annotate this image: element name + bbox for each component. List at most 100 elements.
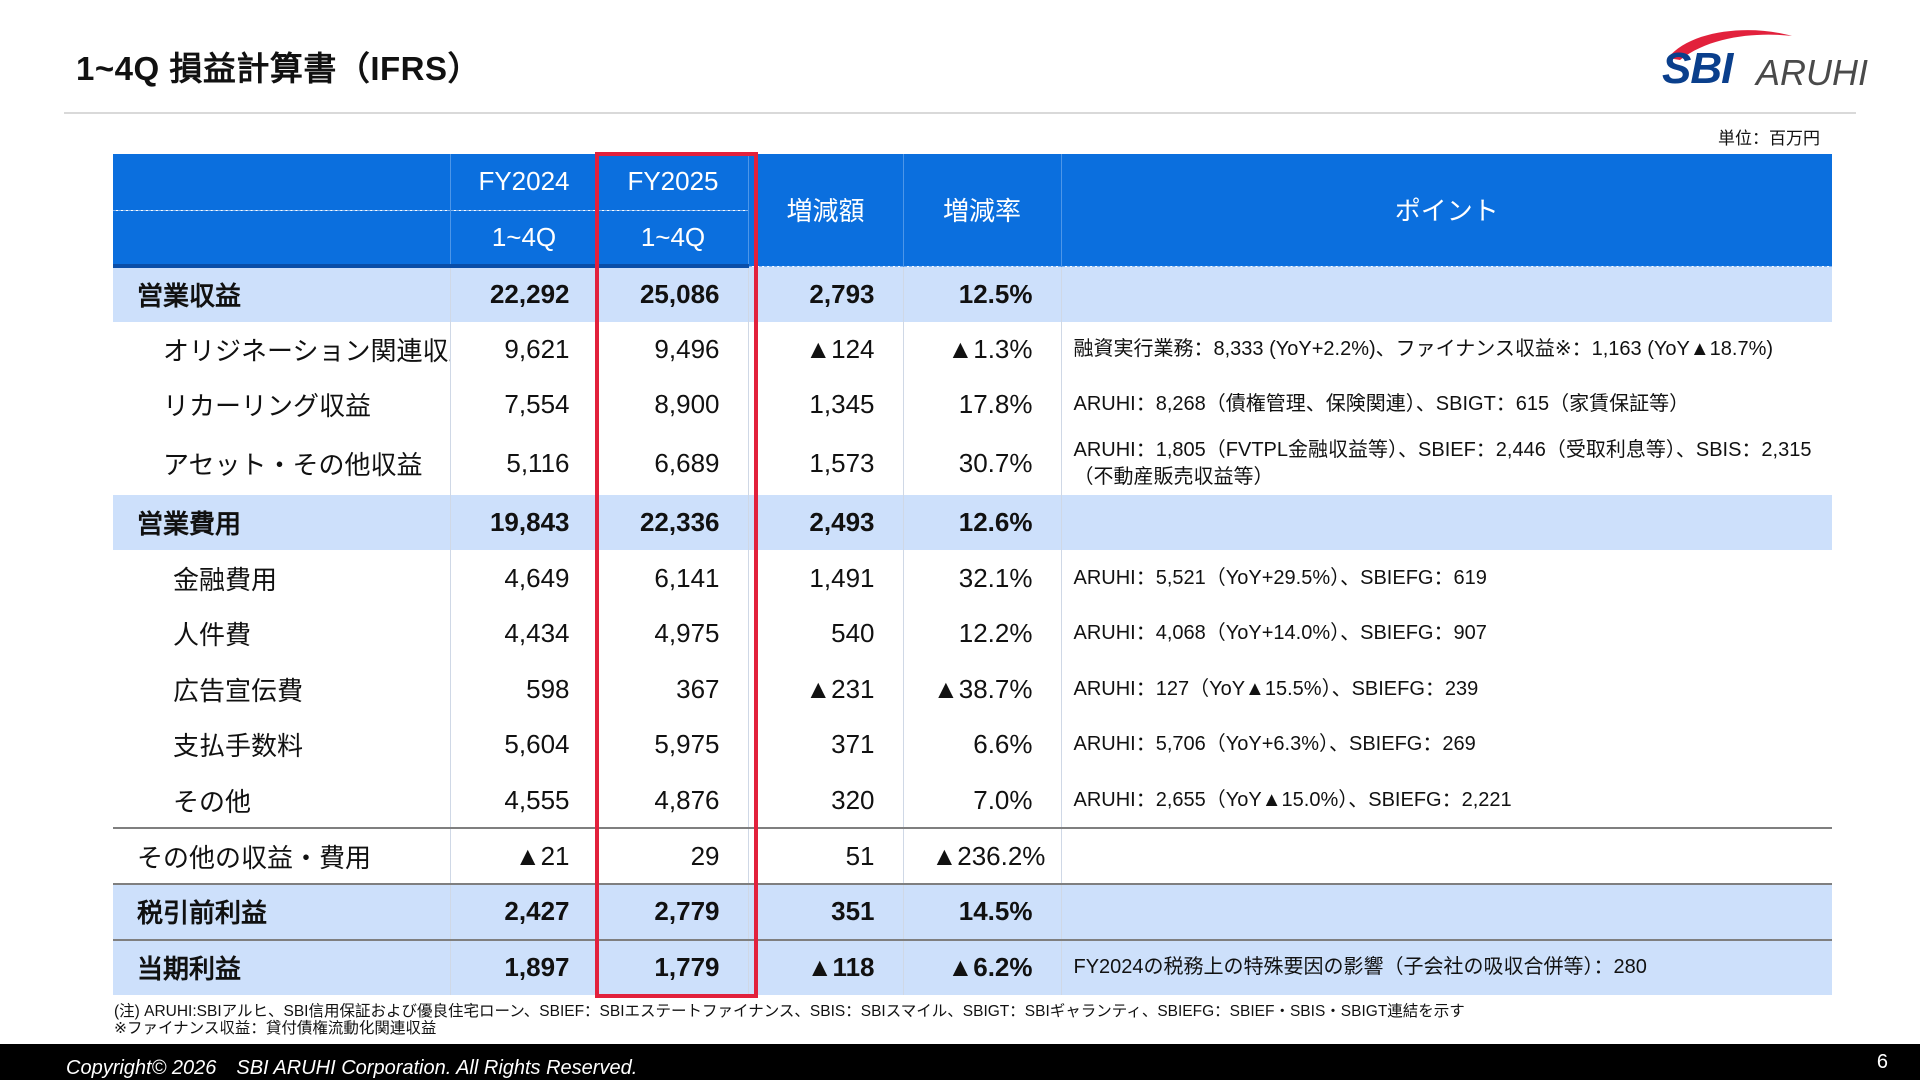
cell-fy2025: 367 <box>597 661 748 718</box>
cell-fy2025: 4,975 <box>597 605 748 662</box>
row-label: 営業費用 <box>113 494 450 551</box>
cell-change: 2,493 <box>747 494 903 551</box>
cell-fy2025: 4,876 <box>597 772 748 829</box>
table-row: その他 4,555 4,876 320 7.0% ARUHI：2,655（YoY… <box>113 772 1832 829</box>
cell-fy2025: 8,900 <box>597 377 748 433</box>
header-rate: 増減率 <box>902 154 1061 267</box>
page-title: 1~4Q 損益計算書（IFRS） <box>76 50 481 87</box>
table-row: 支払手数料 5,604 5,975 371 6.6% ARUHI：5,706（Y… <box>113 717 1832 773</box>
header-period-b: 1~4Q <box>597 210 748 268</box>
cell-point: FY2024の税務上の特殊要因の影響（子会社の吸収合併等）：280 <box>1060 938 1832 996</box>
row-label: 税引前利益 <box>113 882 450 940</box>
cell-point <box>1060 494 1832 551</box>
cell-rate: 32.1% <box>902 550 1061 606</box>
cell-rate: 12.2% <box>902 605 1061 662</box>
cell-change: 320 <box>747 772 903 829</box>
cell-fy2024: 9,621 <box>449 321 598 378</box>
cell-fy2025: 29 <box>597 827 748 884</box>
cell-point: ARUHI：5,521（YoY+29.5%）、SBIEFG：619 <box>1060 550 1832 606</box>
footnote-abbreviations: (注) ARUHI:SBIアルヒ、SBI信用保証および優良住宅ローン、SBIEF… <box>114 1003 1465 1020</box>
cell-rate: 12.5% <box>902 266 1061 322</box>
cell-fy2025: 1,779 <box>597 938 748 996</box>
cell-change: 1,345 <box>747 377 903 433</box>
header-change: 増減額 <box>747 154 903 267</box>
header-blank-2 <box>113 210 450 268</box>
cell-change: 51 <box>747 827 903 884</box>
cell-change: ▲231 <box>747 661 903 718</box>
cell-point: ARUHI：5,706（YoY+6.3%）、SBIEFG：269 <box>1060 717 1832 773</box>
cell-fy2025: 6,689 <box>597 432 748 495</box>
row-label: 金融費用 <box>173 564 278 595</box>
cell-point: ARUHI：127（YoY▲15.5%）、SBIEFG：239 <box>1060 661 1832 718</box>
table-row: アセット・その他収益 5,116 6,689 1,573 30.7% ARUHI… <box>113 432 1832 495</box>
cell-rate: ▲38.7% <box>902 661 1061 718</box>
cell-change: 2,793 <box>747 266 903 322</box>
cell-fy2024: 4,649 <box>449 550 598 606</box>
cell-fy2025: 6,141 <box>597 550 748 606</box>
cell-change: 371 <box>747 717 903 773</box>
cell-fy2025: 22,336 <box>597 494 748 551</box>
cell-rate: 6.6% <box>902 717 1061 773</box>
table-row: 金融費用 4,649 6,141 1,491 32.1% ARUHI：5,521… <box>113 550 1832 606</box>
cell-fy2024: 4,434 <box>449 605 598 662</box>
cell-point: ARUHI：8,268（債権管理、保険関連）、SBIGT：615（家賃保証等） <box>1060 377 1832 433</box>
cell-fy2024: 1,897 <box>449 938 598 996</box>
header-fy2025: FY2025 <box>597 154 748 211</box>
copyright-text: Copyright© 2026 SBI ARUHI Corporation. A… <box>66 1057 638 1079</box>
cell-rate: 14.5% <box>902 882 1061 940</box>
row-label: アセット・その他収益 <box>163 450 423 481</box>
cell-fy2025: 9,496 <box>597 321 748 378</box>
page-number: 6 <box>1876 1051 1888 1073</box>
header-point: ポイント <box>1060 154 1832 267</box>
cell-point <box>1060 266 1832 322</box>
table-row: 人件費 4,434 4,975 540 12.2% ARUHI：4,068（Yo… <box>113 605 1832 662</box>
cell-change: ▲118 <box>747 938 903 996</box>
logo-swoosh-icon <box>1668 30 1792 60</box>
cell-fy2025: 25,086 <box>597 266 748 322</box>
cell-fy2025: 2,779 <box>597 882 748 940</box>
table-row: 営業費用 19,843 22,336 2,493 12.6% <box>113 494 1832 551</box>
table-row: オリジネーション関連収益 9,621 9,496 ▲124 ▲1.3% 融資実行… <box>113 321 1832 378</box>
cell-point: ARUHI：4,068（YoY+14.0%）、SBIEFG：907 <box>1060 605 1832 662</box>
row-label: 支払手数料 <box>173 731 304 762</box>
title-divider <box>64 112 1856 114</box>
row-label: 営業収益 <box>113 266 450 322</box>
logo-brand: SBI <box>1662 44 1733 93</box>
row-label: 人件費 <box>173 620 252 651</box>
cell-rate: ▲236.2% <box>902 827 1061 884</box>
cell-fy2024: 2,427 <box>449 882 598 940</box>
sbi-aruhi-logo: SBI ARUHI <box>1650 22 1870 93</box>
cell-rate: ▲6.2% <box>902 938 1061 996</box>
row-label: 広告宣伝費 <box>173 675 304 706</box>
footnotes: (注) ARUHI:SBIアルヒ、SBI信用保証および優良住宅ローン、SBIEF… <box>114 1003 1465 1037</box>
logo-sub: ARUHI <box>1756 52 1869 93</box>
header-period-a: 1~4Q <box>449 210 598 268</box>
cell-fy2024: 19,843 <box>449 494 598 551</box>
footer-bar: Copyright© 2026 SBI ARUHI Corporation. A… <box>0 1044 1920 1080</box>
cell-change: 1,491 <box>747 550 903 606</box>
table-row: リカーリング収益 7,554 8,900 1,345 17.8% ARUHI：8… <box>113 377 1832 433</box>
footnote-finance-revenue: ※ファイナンス収益：貸付債権流動化関連収益 <box>114 1020 437 1037</box>
row-label: オリジネーション関連収益 <box>163 335 450 366</box>
table-row: 広告宣伝費 598 367 ▲231 ▲38.7% ARUHI：127（YoY▲… <box>113 661 1832 718</box>
cell-change: 351 <box>747 882 903 940</box>
header-blank <box>113 154 450 211</box>
cell-change: ▲124 <box>747 321 903 378</box>
cell-fy2024: 598 <box>449 661 598 718</box>
cell-fy2025: 5,975 <box>597 717 748 773</box>
row-label: 当期利益 <box>113 938 450 996</box>
cell-point: 融資実行業務：8,333 (YoY+2.2%)、ファイナンス収益※：1,163 … <box>1060 321 1832 378</box>
income-statement-table: FY2024 FY2025 増減額 増減率 ポイント 1~4Q 1~4Q 営業収… <box>113 154 1832 996</box>
cell-fy2024: 22,292 <box>449 266 598 322</box>
cell-rate: ▲1.3% <box>902 321 1061 378</box>
cell-fy2024: 5,604 <box>449 717 598 773</box>
cell-point: ARUHI：2,655（YoY▲15.0%）、SBIEFG：2,221 <box>1060 772 1832 829</box>
table-row: 当期利益 1,897 1,779 ▲118 ▲6.2% FY2024の税務上の特… <box>113 938 1832 996</box>
header-fy2024: FY2024 <box>449 154 598 211</box>
cell-rate: 30.7% <box>902 432 1061 495</box>
cell-rate: 12.6% <box>902 494 1061 551</box>
cell-point <box>1060 827 1832 884</box>
cell-fy2024: ▲21 <box>449 827 598 884</box>
cell-point <box>1060 882 1832 940</box>
cell-fy2024: 4,555 <box>449 772 598 829</box>
